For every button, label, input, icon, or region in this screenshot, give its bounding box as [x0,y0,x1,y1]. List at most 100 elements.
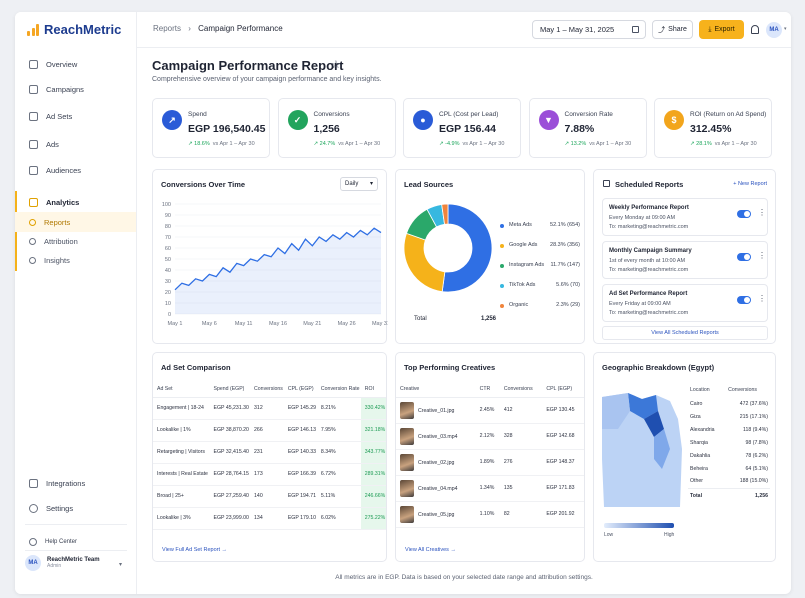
column-header[interactable]: Ad Set [153,381,210,398]
table-row[interactable]: Creative_02.jpg 1.89% 276 EGP 148.37 [396,449,584,476]
sidebar-item-ads[interactable]: Ads [15,134,136,154]
table-row[interactable]: Alexandria 118 (9.4%) [688,423,770,436]
report-toggle[interactable] [737,296,751,304]
date-range-picker[interactable]: May 1 – May 31, 2025 [532,20,646,39]
chevron-down-icon[interactable]: ▾ [119,562,123,568]
table-row[interactable]: Giza 215 (17.1%) [688,410,770,423]
legend-label: Google Ads [509,242,538,248]
star-icon[interactable]: ☆ [331,59,341,71]
scheduled-report-item[interactable]: Weekly Performance Report Every Monday at… [602,198,768,236]
creative-thumbnail[interactable] [400,427,414,445]
table-row[interactable]: Lookalike | 3% EGP 23,999.00 134 EGP 179.10… [153,507,386,530]
cell-text: 289.31% [364,471,386,477]
table-row[interactable]: Interests | Real Estate EGP 28,764.15 173 E… [153,463,386,486]
sidebar-item-reports[interactable]: Reports [15,212,136,232]
view-full-adset-link[interactable]: View Full Ad Set Report → [162,547,228,553]
table-cell: EGP 142.68 [542,423,584,450]
top-header: Reports › Campaign Performance May 1 – M… [137,12,791,48]
creative-thumbnail[interactable] [400,401,414,419]
cell-text: Engagement | 18-24 [157,405,204,411]
table-row[interactable]: Engagement | 18-24 EGP 45,231.30 312 EGP 14… [153,397,386,420]
table-row[interactable]: Broad | 25+ EGP 27,259.40 140 EGP 194.71 5.1… [153,485,386,508]
table-row[interactable]: Sharqia 98 (7.8%) [688,436,770,449]
table-row[interactable]: Other 188 (15.0%) [688,475,770,488]
table-row[interactable]: Cairo 472 (37.6%) [688,397,770,410]
creative-thumbnail[interactable] [400,479,414,497]
kebab-menu-icon[interactable]: ⋮ [758,208,766,217]
cell-text: Lookalike | 1% [157,427,191,433]
sidebar-item-campaigns[interactable]: Campaigns [15,79,136,99]
view-all-creatives-link[interactable]: View All Creatives → [405,547,456,553]
home-icon [29,59,38,69]
report-toggle[interactable] [737,210,751,218]
sidebar-item-overview[interactable]: Overview [15,54,136,74]
export-button[interactable]: ⤓ Export [699,20,744,39]
table-row[interactable]: Creative_04.mp4 1.34% 135 EGP 171.83 [396,475,584,502]
column-header[interactable]: Conversion Rate [316,381,361,398]
sidebar-item-ad-sets[interactable]: Ad Sets [15,106,136,126]
column-header[interactable]: Location [690,387,710,393]
chart-up-icon: ↗ [162,110,182,130]
kebab-menu-icon[interactable]: ⋮ [758,294,766,303]
user-menu[interactable]: MA ReachMetric Team Admin [25,555,100,571]
kpi-value: 312.45% [690,123,732,135]
sidebar-item-integrations[interactable]: Integrations [15,473,136,493]
creative-thumbnail[interactable] [400,453,414,471]
sidebar-item-analytics[interactable]: Analytics [15,192,136,212]
bell-icon[interactable] [751,25,759,34]
sidebar-item-audiences[interactable]: Audiences [15,160,136,180]
kpi-compare: vs Apr 1 – Apr 30 [462,141,505,147]
table-cell: Creative_04.mp4 [396,475,476,502]
table-row[interactable]: Creative_01.jpg 2.45% 412 EGP 130.45 [396,397,584,424]
column-header[interactable]: CTR [475,381,500,398]
x-tick-label: May 1 [168,321,183,327]
scheduled-report-item[interactable]: Ad Set Performance Report Every Friday at… [602,284,768,322]
column-header[interactable]: Conversions [250,381,284,398]
logo[interactable]: ReachMetric [27,22,121,37]
sidebar-item-attribution[interactable]: Attribution [15,231,136,251]
sidebar-item-help[interactable]: Help Center [15,532,136,552]
view-all-scheduled-button[interactable]: View All Scheduled Reports [602,326,768,340]
column-header[interactable]: Spend (EGP) [209,381,251,398]
cell-text: Interests | Real Estate [157,471,208,477]
legend-entry: Meta Ads 52.1% (654) [500,222,580,230]
table-row[interactable]: Creative_05.jpg 1.10% 82 EGP 201.92 [396,501,584,528]
cell-text: 1.34% [479,485,495,491]
table-row[interactable]: Dakahlia 78 (6.2%) [688,449,770,462]
column-header[interactable]: CPL (EGP) [542,381,584,398]
x-tick-label: May 21 [303,321,321,327]
help-icon [29,538,37,546]
chevron-down-icon[interactable]: ▾ [784,26,787,32]
sidebar-item-insights[interactable]: Insights [15,250,136,270]
column-header[interactable]: CPL (EGP) [283,381,317,398]
cell-text: 2.12% [479,433,495,439]
column-header[interactable]: ROI [360,381,386,398]
creative-thumbnail[interactable] [400,505,414,523]
table-row[interactable]: Beheira 64 (5.1%) [688,462,770,475]
sidebar-item-settings[interactable]: Settings [15,498,136,518]
kebab-menu-icon[interactable]: ⋮ [758,251,766,260]
breadcrumb-root[interactable]: Reports [153,24,182,33]
table-row[interactable]: Lookalike | 1% EGP 38,870.20 266 EGP 146.13… [153,419,386,442]
table-cell: EGP 27,259.40 [209,485,251,508]
column-header[interactable]: Creative [396,381,476,398]
table-row[interactable]: Creative_03.mp4 2.12% 328 EGP 142.68 [396,423,584,450]
table-cell: Cairo [688,397,726,410]
new-report-button[interactable]: + New Report [733,181,767,187]
geo-table: Location Conversions Cairo 472 (37.6%) Giza… [688,383,770,504]
header-avatar[interactable]: MA [766,22,782,38]
column-header[interactable]: Conversions [728,387,757,393]
granularity-select[interactable]: Daily [340,177,378,191]
legend-swatch [500,264,504,268]
table-cell: 118 (9.4%) [726,423,770,436]
column-header[interactable]: Conversions [499,381,543,398]
table-row[interactable]: Retargeting | Visitors EGP 32,415.40 231 EG… [153,441,386,464]
calendar-icon [632,26,639,33]
scheduled-report-item[interactable]: Monthly Campaign Summary 1st of every mon… [602,241,768,279]
sidebar: ReachMetric Overview Campaigns Ad Sets A… [15,12,137,594]
cell-text: 276 [503,459,513,465]
y-tick-label: 30 [165,279,171,285]
report-toggle[interactable] [737,253,751,261]
cell-text: EGP 130.45 [546,407,575,413]
share-button[interactable]: ⤴ Share [652,20,693,39]
